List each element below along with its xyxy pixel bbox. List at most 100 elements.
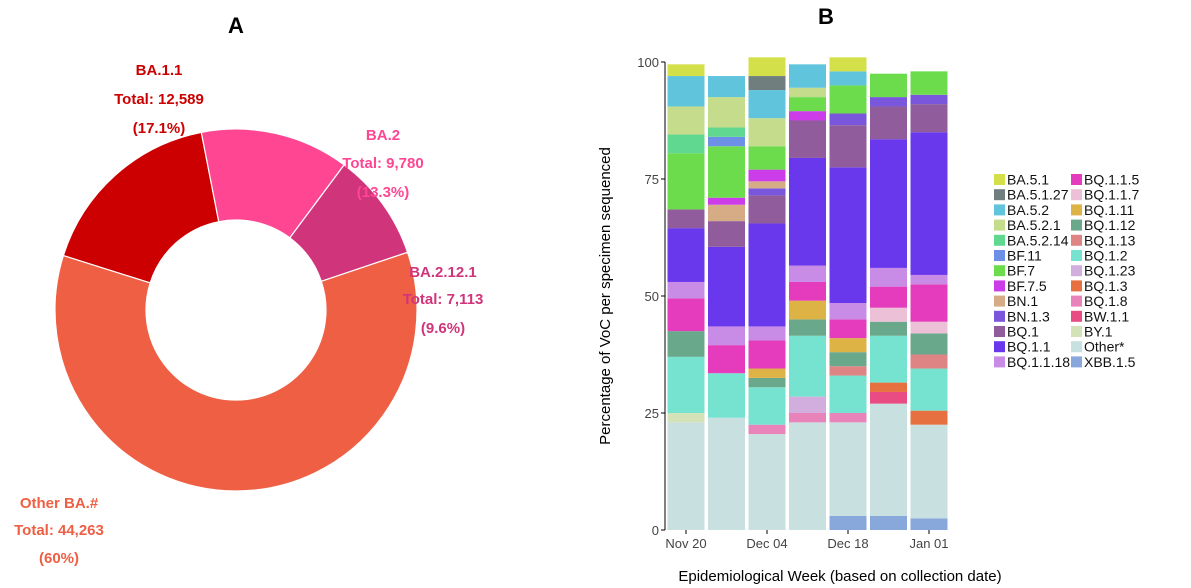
legend-label: BA.5.2.14 <box>1007 232 1069 248</box>
slice-label-ba-1-1-name: BA.1.1 <box>136 62 183 79</box>
bar-segment-ba-5-1 <box>667 64 705 77</box>
bar-column <box>789 64 826 530</box>
bar-segment-other <box>667 422 705 530</box>
y-tick-label: 50 <box>645 289 659 304</box>
bar-segment-bq-1-3 <box>870 382 907 392</box>
bar-segment-bq-1-1-5 <box>870 286 907 308</box>
legend-label: BF.7.5 <box>1007 278 1047 294</box>
slice-label-other-name: Other BA.# <box>20 495 99 512</box>
legend-item: BY.1 <box>1071 324 1113 340</box>
bar-segment-bq-1-8 <box>789 413 826 423</box>
bar-segment-xbb-1-5 <box>870 515 907 530</box>
legend-swatch <box>994 341 1005 353</box>
slice-label-ba-2-pct: (13.3%) <box>357 184 410 201</box>
panel-a-label: A <box>228 13 244 38</box>
legend-item: BQ.1.1 <box>994 339 1051 355</box>
donut-slices <box>54 128 418 492</box>
bar-segment-bq-1 <box>748 195 786 224</box>
bar-segment-bf-7-5 <box>748 169 786 182</box>
legend-label: BQ.1.1 <box>1007 339 1051 355</box>
slice-label-ba-2-name: BA.2 <box>366 127 400 144</box>
legend-item: BQ.1.1.18 <box>994 354 1070 370</box>
bar-segment-bn-1-3 <box>870 97 907 107</box>
bar-segment-bq-1-1-18 <box>789 265 826 282</box>
bar-segment-bq-1-13 <box>829 366 867 376</box>
legend-item: BQ.1.1.7 <box>1071 187 1139 203</box>
slice-label-other: Other BA.# Total: 44,263 (60%) <box>14 495 104 567</box>
bar-segment-bq-1-1-18 <box>870 267 907 287</box>
legend-item: BN.1.3 <box>994 308 1050 324</box>
bar-segment-bq-1-2 <box>708 373 745 418</box>
bar-segment-other <box>708 417 745 530</box>
x-tick-label: Dec 04 <box>746 536 787 551</box>
x-tick-label: Dec 18 <box>827 536 868 551</box>
bar-segment-bq-1-11 <box>829 338 867 353</box>
legend-swatch <box>994 204 1005 216</box>
legend-label: BN.1 <box>1007 293 1038 309</box>
bar-segment-bq-1-12 <box>667 331 705 357</box>
panel-b-label: B <box>818 4 834 29</box>
bar-segment-bq-1 <box>829 125 867 168</box>
legend-label: BA.5.1.27 <box>1007 187 1069 203</box>
bar-segment-ba-5-2 <box>748 90 786 119</box>
bar-segment-ba-5-2 <box>829 71 867 86</box>
slice-label-other-total: Total: 44,263 <box>14 522 104 539</box>
legend-item: BF.7.5 <box>994 278 1047 294</box>
y-tick-label: 100 <box>637 55 659 70</box>
y-tick-label: 0 <box>652 523 659 538</box>
bar-segment-bn-1-3 <box>910 94 948 105</box>
bar-segment-bq-1-1-7 <box>870 307 907 322</box>
bar-segment-bq-1-12 <box>829 352 867 367</box>
bar-segment-bq-1-1-5 <box>708 345 745 374</box>
bar-segment-bq-1-1-18 <box>829 303 867 320</box>
legend-label: BA.5.1 <box>1007 172 1049 188</box>
bar-segment-bf-7 <box>910 71 948 95</box>
legend-label: BA.5.2.1 <box>1007 217 1061 233</box>
bar-segment-bn-1-3 <box>748 188 786 196</box>
legend-item: BW.1.1 <box>1071 308 1129 324</box>
slice-label-ba-2-12-1-total: Total: 7,113 <box>403 291 484 308</box>
legend-swatch <box>1071 310 1082 322</box>
bar-segment-bq-1 <box>789 120 826 158</box>
legend-swatch <box>994 295 1005 307</box>
bar-segment-xbb-1-5 <box>829 515 867 530</box>
bar-segment-bq-1-1-18 <box>667 281 705 299</box>
panel-b: B 0 25 50 75 100 Nov 20 Dec 04 Dec 18 Jan 01 Pe… <box>597 4 1139 585</box>
legend-label: BF.7 <box>1007 263 1035 279</box>
bar-segment-bf-7 <box>789 97 826 112</box>
bar-segment-ba-5-2 <box>789 64 826 88</box>
slice-label-ba-2-12-1-pct: (9.6%) <box>421 320 465 337</box>
slice-label-ba-1-1: BA.1.1 Total: 12,589 (17.1%) <box>114 62 204 137</box>
bar-segment-bf-7 <box>870 73 907 98</box>
legend-swatch <box>994 265 1005 277</box>
slice-label-ba-2: BA.2 Total: 9,780 (13.3%) <box>342 127 423 201</box>
bar-segment-bq-1-1-5 <box>910 284 948 322</box>
legend-item: BA.5.2 <box>994 202 1049 218</box>
legend-item: BQ.1.11 <box>1071 202 1135 218</box>
bar-segment-bq-1-12 <box>748 377 786 388</box>
legend-label: BQ.1.11 <box>1084 202 1135 218</box>
bar-column <box>667 64 705 530</box>
bar-segment-bf-7-5 <box>789 111 826 121</box>
legend-item: BN.1 <box>994 293 1038 309</box>
legend-swatch <box>994 250 1005 261</box>
bar-segment-bq-1-11 <box>748 368 786 378</box>
panel-a: A BA.1.1 Total: 12,589 (17.1%) BA.2 Tota… <box>14 13 483 567</box>
bar-segment-other <box>748 434 786 530</box>
legend-label: BQ.1.1.5 <box>1084 172 1139 188</box>
legend-item: XBB.1.5 <box>1071 354 1136 370</box>
bar-segment-bq-1-1-18 <box>910 274 948 285</box>
legend-swatch <box>1071 295 1082 307</box>
legend-swatch <box>994 174 1005 185</box>
bar-segment-bq-1-1 <box>748 223 786 327</box>
legend-swatch <box>1071 326 1082 337</box>
bar-segment-bf-7-5 <box>708 197 745 205</box>
bar-segment-other <box>789 422 826 530</box>
legend-swatch <box>994 189 1005 201</box>
legend-label: BQ.1.1.18 <box>1007 354 1070 370</box>
bar-segment-bf-7 <box>748 146 786 170</box>
bar-segment-ba-5-2-1 <box>748 118 786 147</box>
legend-swatch <box>1071 341 1082 353</box>
